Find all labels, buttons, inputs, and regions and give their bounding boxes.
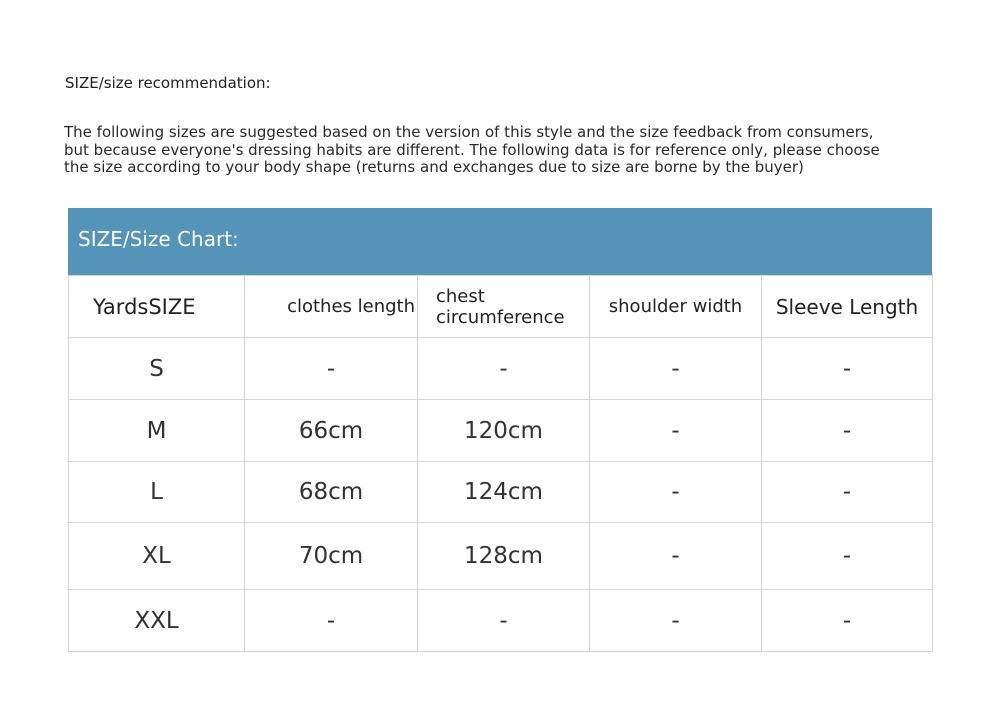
intro-line: The following sizes are suggested based … <box>64 123 874 141</box>
size-cell: XXL <box>68 589 245 652</box>
measurement-cell: - <box>761 337 933 400</box>
intro-line: but because everyone's dressing habits a… <box>64 140 880 159</box>
column-header: Sleeve Length <box>761 275 933 338</box>
measurement-cell: - <box>589 461 762 523</box>
column-header: chest circumference <box>417 275 590 338</box>
measurement-cell: - <box>589 337 762 400</box>
measurement-cell: 68cm <box>244 461 418 523</box>
measurement-cell: - <box>244 337 418 400</box>
measurement-cell: - <box>761 522 933 590</box>
table-row: XL 70cm 128cm - - <box>68 522 933 590</box>
intro-line: the size according to your body shape (r… <box>64 158 804 176</box>
size-cell: M <box>68 399 245 462</box>
column-header: shoulder width <box>589 275 762 338</box>
column-header: clothes length <box>244 275 418 338</box>
table-row: XXL - - - - <box>68 589 933 652</box>
size-cell: L <box>68 461 245 523</box>
measurement-cell: - <box>761 399 933 462</box>
size-cell: S <box>68 337 245 400</box>
measurement-cell: - <box>417 337 590 400</box>
table-row: S---- <box>68 337 933 400</box>
measurement-cell: - <box>589 589 762 652</box>
measurement-cell: - <box>417 589 590 652</box>
measurement-cell: 124cm <box>417 461 590 523</box>
table-header-row: YardsSIZE clothes length chest circumfer… <box>68 275 933 338</box>
size-table: YardsSIZE clothes length chest circumfer… <box>68 275 933 652</box>
size-cell: XL <box>68 522 245 590</box>
size-chart-title: SIZE/Size Chart: <box>68 208 932 275</box>
intro-text: The following sizes are suggested based … <box>64 123 944 177</box>
table-row: M 66cm 120cm - - <box>68 399 933 462</box>
measurement-cell: 120cm <box>417 399 590 462</box>
measurement-cell: - <box>244 589 418 652</box>
measurement-cell: - <box>589 522 762 590</box>
measurement-cell: 70cm <box>244 522 418 590</box>
measurement-cell: 128cm <box>417 522 590 590</box>
measurement-cell: - <box>761 461 933 523</box>
size-chart: SIZE/Size Chart: YardsSIZE clothes lengt… <box>68 208 933 652</box>
column-header: YardsSIZE <box>68 275 245 338</box>
measurement-cell: - <box>761 589 933 652</box>
recommendation-title: SIZE/size recommendation: <box>65 74 271 92</box>
measurement-cell: - <box>589 399 762 462</box>
measurement-cell: 66cm <box>244 399 418 462</box>
table-row: L 68cm 124cm - - <box>68 461 933 523</box>
